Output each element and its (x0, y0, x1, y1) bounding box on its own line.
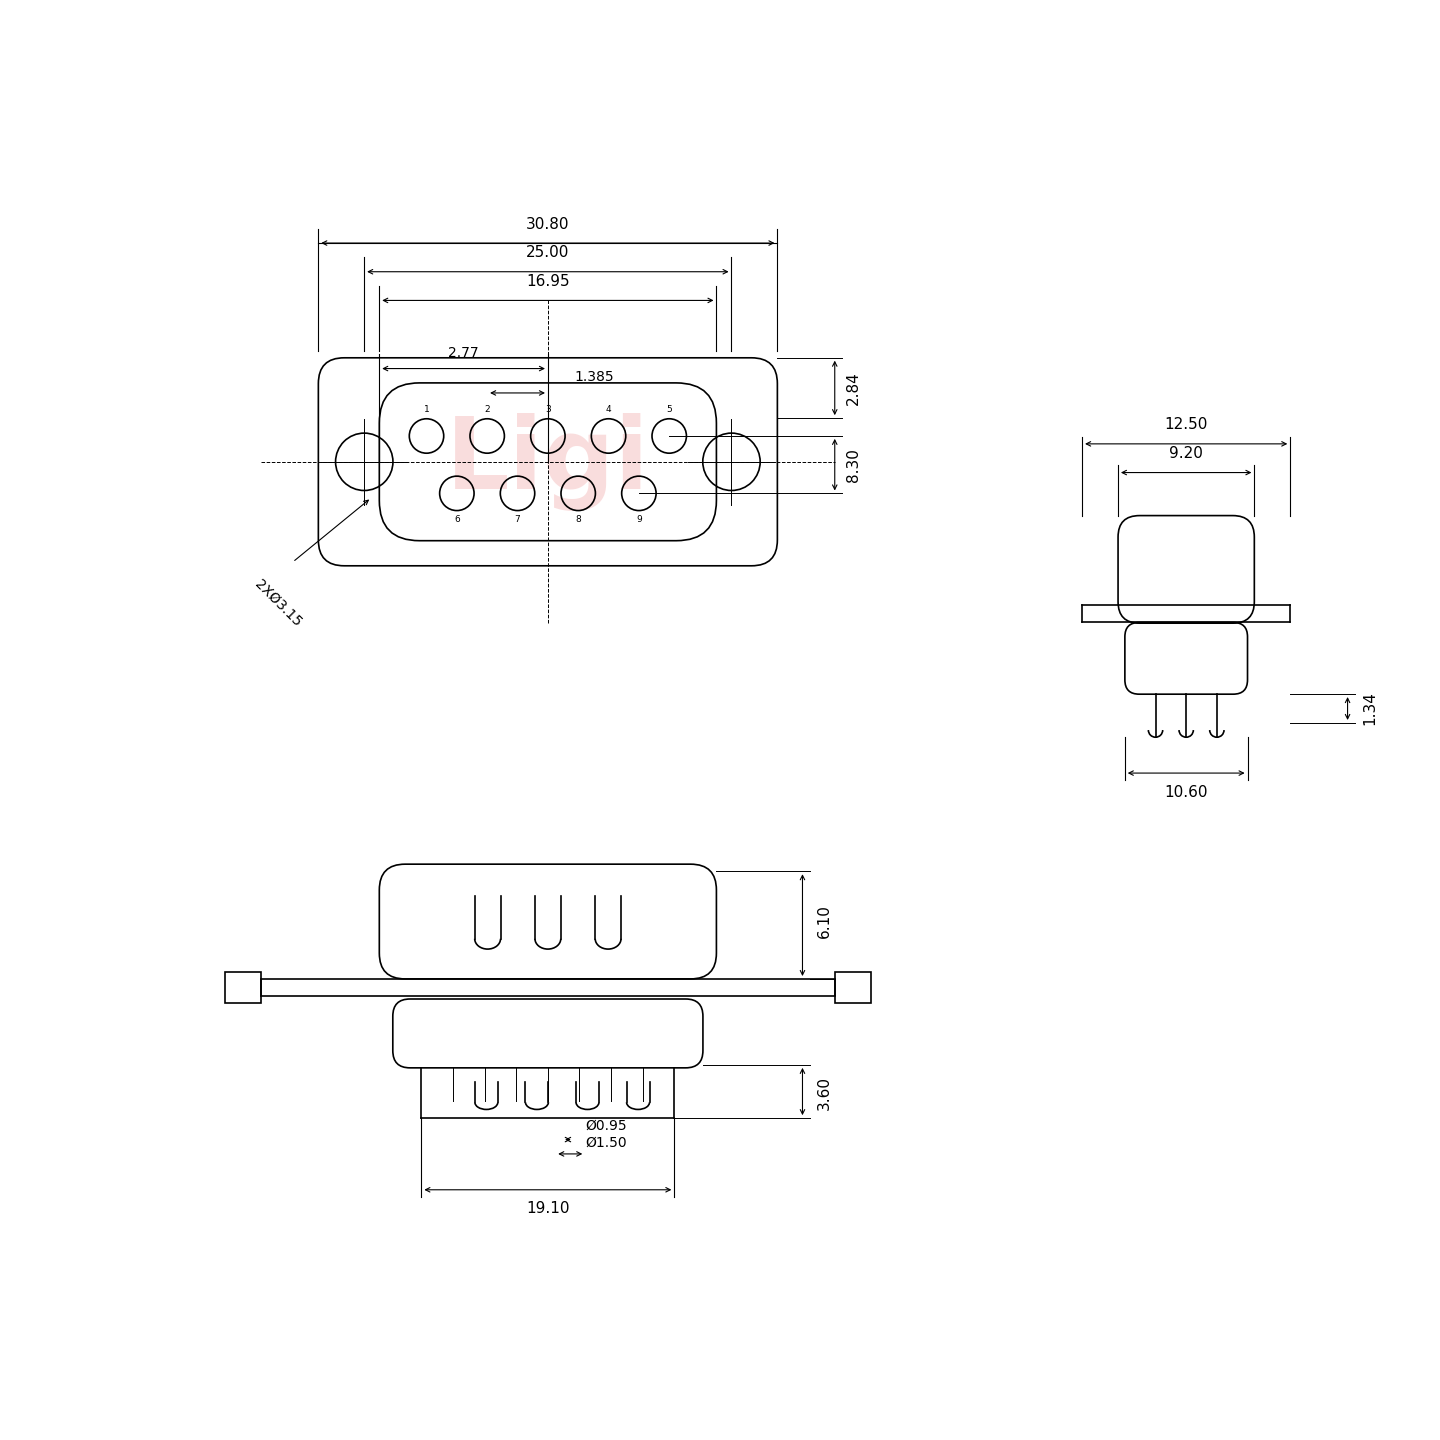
Text: 3: 3 (544, 406, 550, 415)
Text: 25.00: 25.00 (526, 245, 570, 261)
Text: 2: 2 (484, 406, 490, 415)
Text: 12.50: 12.50 (1165, 418, 1208, 432)
Text: 5: 5 (667, 406, 672, 415)
Text: 8: 8 (576, 516, 582, 524)
Text: 7: 7 (514, 516, 520, 524)
Text: 1.385: 1.385 (575, 370, 615, 384)
Text: 4: 4 (606, 406, 612, 415)
Bar (261, 979, 835, 996)
Text: 2.77: 2.77 (448, 346, 480, 360)
Text: 6: 6 (454, 516, 459, 524)
Text: 16.95: 16.95 (526, 274, 570, 289)
Bar (225, 972, 261, 1004)
Bar (835, 972, 871, 1004)
Text: 30.80: 30.80 (526, 216, 570, 232)
Text: 9: 9 (636, 516, 642, 524)
Text: 2.84: 2.84 (847, 372, 861, 405)
Text: 19.10: 19.10 (526, 1201, 570, 1217)
Text: 9.20: 9.20 (1169, 446, 1204, 461)
Text: 6.10: 6.10 (816, 904, 832, 939)
Text: Ø0.95: Ø0.95 (585, 1119, 626, 1132)
Text: 3.60: 3.60 (816, 1076, 832, 1110)
Text: 8.30: 8.30 (847, 448, 861, 481)
Text: Ø1.50: Ø1.50 (585, 1136, 626, 1149)
Text: 1.34: 1.34 (1362, 691, 1377, 726)
Text: 2XØ3.15: 2XØ3.15 (252, 576, 304, 629)
Text: Ligi: Ligi (446, 413, 649, 511)
Text: 10.60: 10.60 (1165, 785, 1208, 799)
Text: 1: 1 (423, 406, 429, 415)
